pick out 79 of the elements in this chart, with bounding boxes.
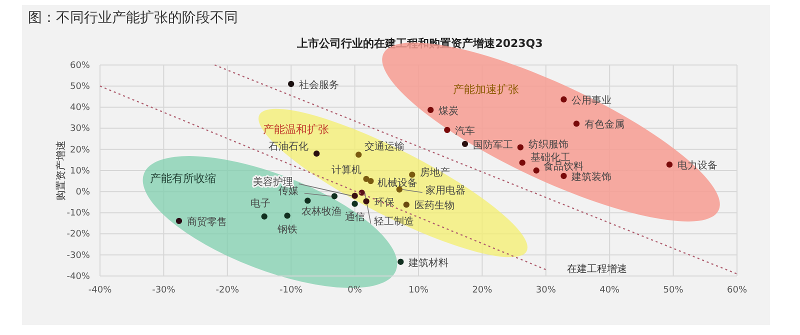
point xyxy=(356,152,362,158)
chart-subtitle: 上市公司行业的在建工程和购置资产增速2023Q3 xyxy=(296,37,543,50)
series-label: 公用事业 xyxy=(572,94,612,106)
y-tick-label: -20% xyxy=(66,230,90,240)
x-tick-label: 10% xyxy=(408,285,429,296)
series-label: 汽车 xyxy=(455,124,476,137)
y-tick-label: -40% xyxy=(66,272,90,282)
point xyxy=(428,106,434,114)
y-tick-label: 20% xyxy=(70,145,90,156)
point xyxy=(533,167,540,174)
series-label: 煤炭 xyxy=(438,104,459,117)
series-label: 计算机 xyxy=(331,164,362,176)
point xyxy=(462,140,468,147)
annotation: 产能温和扩张 xyxy=(263,123,329,136)
point xyxy=(176,218,182,224)
series-label: 国防军工 xyxy=(473,138,513,151)
x-tick-label: -40% xyxy=(88,285,112,296)
chart-title: 图：不同行业产能扩张的阶段不同 xyxy=(28,10,238,26)
x-tick-label: 0% xyxy=(348,285,362,296)
series-label: 社会服务 xyxy=(299,78,340,91)
series-label: 建筑材料 xyxy=(408,256,449,269)
x-tick-label: 60% xyxy=(726,285,748,296)
point xyxy=(284,212,290,219)
text: 传媒 xyxy=(278,186,298,198)
point xyxy=(363,198,370,204)
y-tick-label: 40% xyxy=(70,103,90,114)
series-label: 建筑装饰 xyxy=(570,170,612,183)
series-label: 有色金属 xyxy=(584,118,624,131)
point xyxy=(313,150,320,157)
series-label: 商贸零售 xyxy=(186,216,227,228)
series-label: 交通运输 xyxy=(364,140,405,153)
series-label: 机械设备 xyxy=(378,177,418,190)
x-tick-label: 20% xyxy=(472,285,493,296)
point xyxy=(304,198,311,204)
x-tick-label: -20% xyxy=(216,285,240,296)
point xyxy=(666,162,673,168)
series-label: 石油石化 xyxy=(268,140,309,153)
y-tick-label: 0% xyxy=(76,187,90,198)
series-label: 农林牧渔 xyxy=(302,206,342,218)
series-label: 医药生物 xyxy=(414,200,454,212)
x-axis-title: 在建工程增速 xyxy=(567,263,627,275)
y-tick-label: 10% xyxy=(70,166,90,176)
annotation: 产能加速扩张 xyxy=(453,83,519,96)
y-tick-label: 50% xyxy=(70,82,90,92)
point xyxy=(368,178,374,184)
x-tick-label: -10% xyxy=(279,285,304,296)
series-label: 环保 xyxy=(374,197,394,208)
point xyxy=(261,213,268,220)
series-label: 电力设备 xyxy=(677,160,718,172)
point xyxy=(352,192,358,199)
point xyxy=(560,172,567,180)
point xyxy=(331,193,338,200)
series-label: 食品饮料 xyxy=(543,160,584,172)
point xyxy=(573,120,580,127)
text: 家用电器 xyxy=(425,184,466,196)
x-tick-label: 30% xyxy=(536,285,556,296)
point xyxy=(517,144,524,150)
x-tick-label: 50% xyxy=(663,285,684,296)
point xyxy=(352,200,358,207)
series-label: 通信 xyxy=(344,210,365,223)
series-label: 钢铁 xyxy=(276,224,298,236)
y-axis-title: 购置资产增速 xyxy=(55,140,67,200)
point xyxy=(519,160,526,166)
y-tick-label: -30% xyxy=(66,250,90,261)
point xyxy=(288,80,294,88)
x-tick-label: 40% xyxy=(600,285,620,296)
y-tick-label: 30% xyxy=(70,124,90,134)
point xyxy=(409,172,416,178)
x-tick-label: -30% xyxy=(152,285,176,296)
annotation: 产能有所收缩 xyxy=(150,172,216,185)
point xyxy=(398,258,404,265)
point xyxy=(403,202,410,208)
series-label: 电子 xyxy=(250,198,270,210)
point xyxy=(560,96,567,102)
text: 轻工制造 xyxy=(374,216,414,228)
series-label: 纺织服饰 xyxy=(528,138,568,150)
y-tick-label: 60% xyxy=(70,60,90,71)
point xyxy=(444,126,450,134)
y-tick-label: -10% xyxy=(66,208,90,219)
